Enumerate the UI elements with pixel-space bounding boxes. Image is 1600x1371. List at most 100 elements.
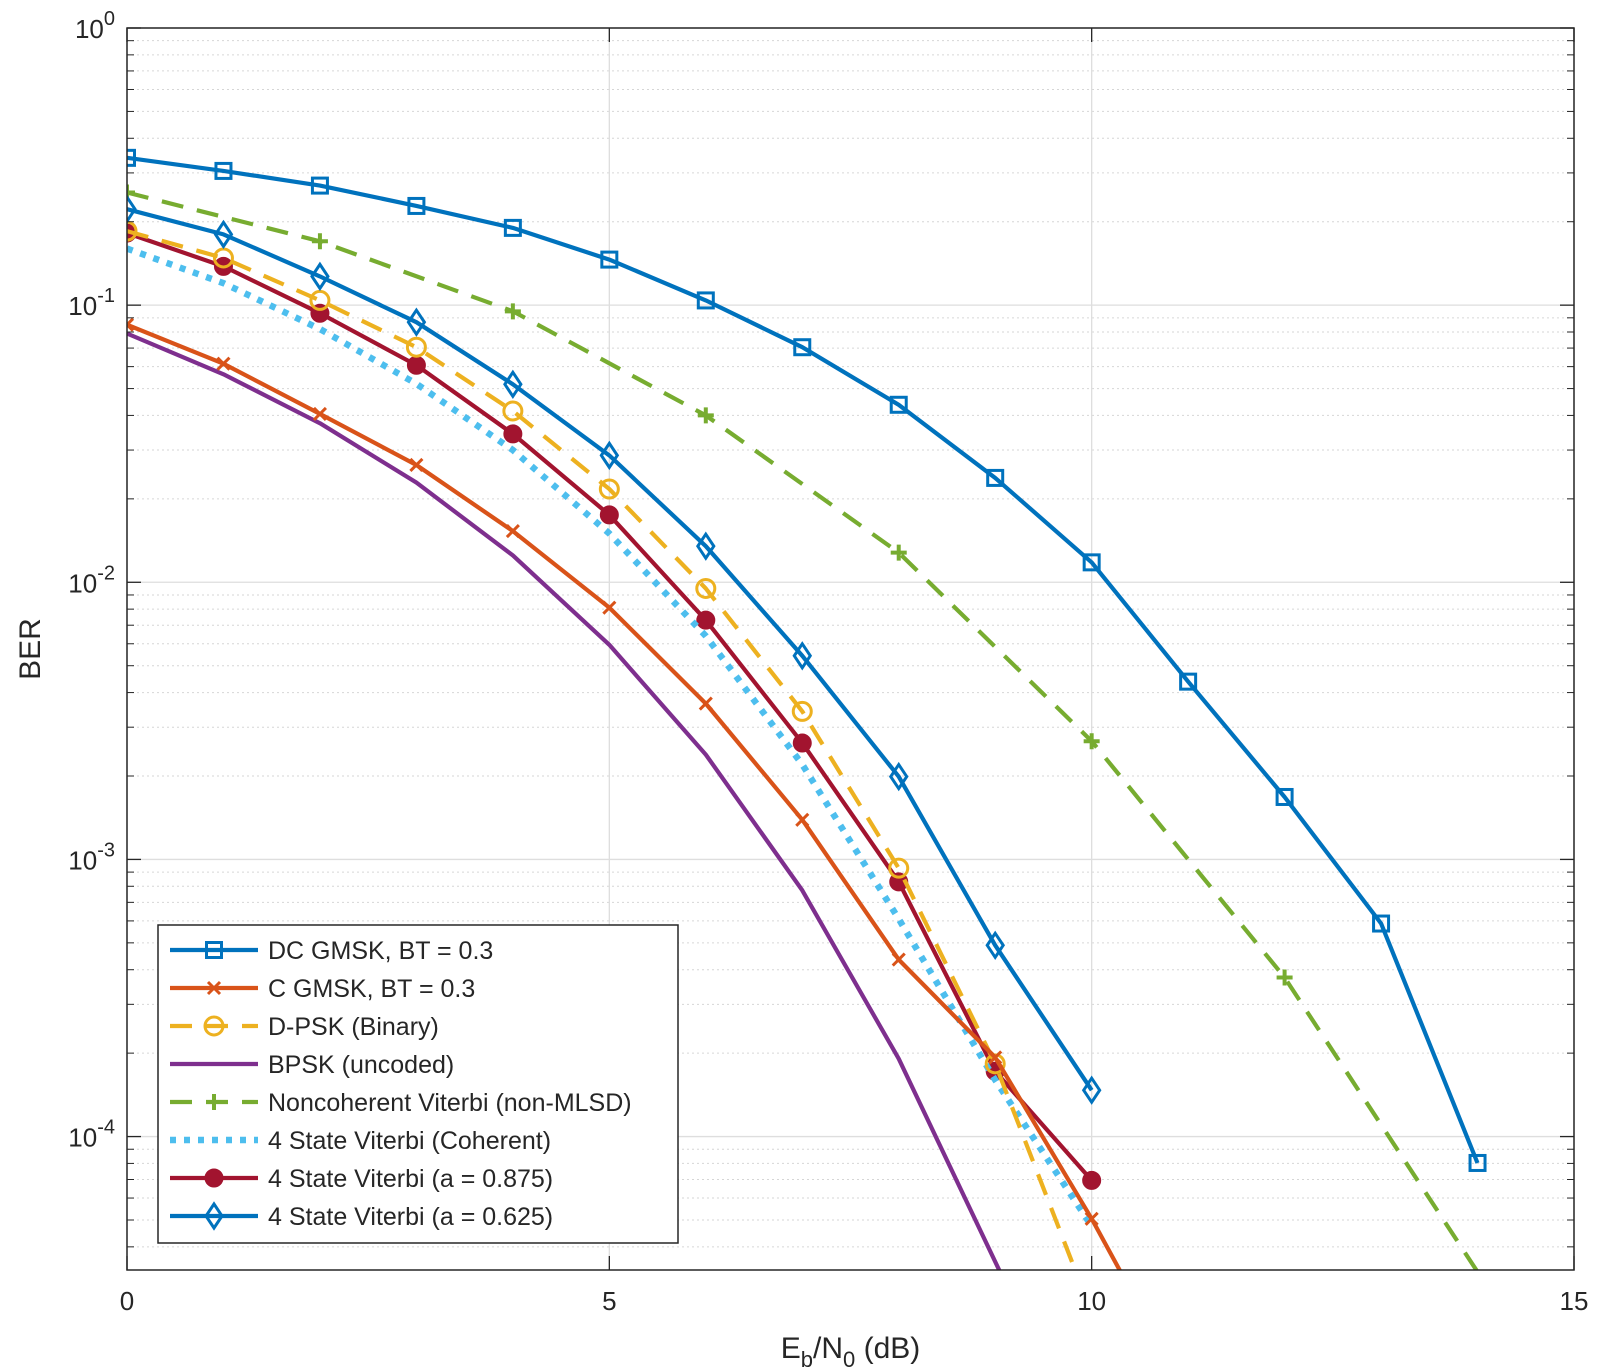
data-point [310, 261, 330, 292]
legend-label: 4 State Viterbi (a = 0.625) [268, 1203, 553, 1231]
data-point [1082, 553, 1101, 572]
data-point [214, 161, 233, 180]
data-point [309, 289, 331, 311]
y-tick-label: 10-2 [68, 562, 115, 598]
data-point [695, 531, 716, 561]
legend-item: 4 State Viterbi (Coherent) [170, 1127, 551, 1155]
axes-box [126, 27, 1575, 1271]
legend-marker [206, 980, 222, 996]
data-point [890, 544, 907, 561]
data-point [696, 610, 716, 630]
legend-item: D-PSK (Binary) [170, 1013, 439, 1041]
data-point [888, 761, 909, 792]
data-point [888, 857, 910, 879]
series-line [127, 322, 1123, 1270]
minor-grid [127, 40, 1574, 1248]
data-point [406, 307, 427, 337]
data-point [599, 440, 620, 471]
legend-item: 4 State Viterbi (a = 0.875) [170, 1165, 553, 1193]
data-point [216, 356, 231, 371]
legend-marker [205, 941, 223, 959]
legend-item: Noncoherent Viterbi (non-MLSD) [170, 1089, 632, 1117]
series-layer [127, 148, 1487, 1270]
legend-box [157, 924, 679, 1244]
data-point [600, 250, 619, 269]
x-tick-label: 5 [602, 1286, 616, 1316]
y-tick-label: 10-3 [68, 839, 115, 875]
data-point [127, 317, 135, 332]
data-point [986, 468, 1005, 487]
legend-item: 4 State Viterbi (a = 0.625) [170, 1201, 553, 1231]
data-point [505, 524, 520, 539]
y-tick-label: 10-4 [68, 1117, 115, 1153]
data-point [1179, 672, 1198, 691]
legend-label: Noncoherent Viterbi (non-MLSD) [268, 1089, 632, 1117]
legend-marker [206, 1094, 222, 1110]
data-point [792, 733, 812, 753]
data-point [1275, 787, 1294, 806]
tick-marks [126, 27, 1575, 1270]
x-tick-label: 15 [1560, 1286, 1589, 1316]
legend-marker [203, 1015, 225, 1037]
data-point [409, 457, 424, 473]
data-point [695, 577, 717, 599]
data-point [985, 930, 1006, 960]
data-point [310, 176, 329, 195]
data-point [889, 395, 908, 414]
data-point [213, 219, 234, 250]
legend-label: 4 State Viterbi (Coherent) [268, 1127, 551, 1155]
data-point [891, 952, 906, 967]
legend-item: C GMSK, BT = 0.3 [170, 975, 475, 1003]
data-point [406, 355, 426, 375]
data-point [791, 700, 813, 722]
series-0 [127, 148, 1487, 1172]
x-axis-label: Eb/N0 (dB) [781, 1332, 921, 1371]
data-point [127, 220, 138, 242]
series-line [127, 155, 1480, 1164]
data-point [795, 812, 810, 827]
legend-marker [204, 1168, 224, 1188]
legend-label: DC GMSK, BT = 0.3 [268, 937, 493, 965]
data-point [311, 233, 328, 250]
data-point [312, 406, 327, 421]
series-2 [127, 220, 1075, 1264]
y-axis-label: BER [14, 618, 47, 680]
y-tick-labels: 100 10-1 10-2 10-3 10-4 [68, 8, 115, 1153]
series-3 [127, 331, 1002, 1270]
data-point [697, 407, 714, 424]
x-tick-labels: 0 5 10 15 [120, 1286, 1589, 1316]
data-point [502, 400, 524, 422]
y-tick-label: 10-1 [68, 285, 115, 321]
data-point [1468, 1153, 1487, 1172]
data-point [503, 369, 523, 400]
legend-item: BPSK (uncoded) [170, 1051, 454, 1079]
legend-label: 4 State Viterbi (a = 0.875) [268, 1165, 553, 1193]
data-point [696, 291, 715, 310]
data-point [1084, 1211, 1099, 1226]
data-point [602, 600, 617, 615]
series-line [127, 207, 1094, 1092]
y-tick-label: 100 [75, 8, 115, 44]
legend: DC GMSK, BT = 0.3 C GMSK, BT = 0.3 D-PSK (… [157, 924, 679, 1244]
x-tick-label: 0 [120, 1286, 134, 1316]
data-point [599, 505, 619, 525]
series-line [127, 190, 1479, 1270]
data-point [598, 478, 620, 500]
data-point [503, 218, 522, 237]
data-point [504, 303, 521, 320]
data-point [1276, 969, 1293, 986]
series-line [127, 245, 1095, 1228]
series-1 [127, 317, 1123, 1270]
data-point [792, 641, 813, 671]
legend-label: BPSK (uncoded) [268, 1051, 454, 1079]
series-4 [127, 184, 1479, 1270]
data-point [698, 696, 713, 711]
data-point [407, 196, 426, 215]
data-point [1372, 914, 1391, 933]
data-point [127, 184, 135, 201]
data-point [127, 148, 136, 167]
data-point [127, 194, 137, 224]
legend-item: DC GMSK, BT = 0.3 [170, 937, 493, 965]
data-point [793, 338, 812, 357]
legend-label: D-PSK (Binary) [268, 1013, 439, 1041]
